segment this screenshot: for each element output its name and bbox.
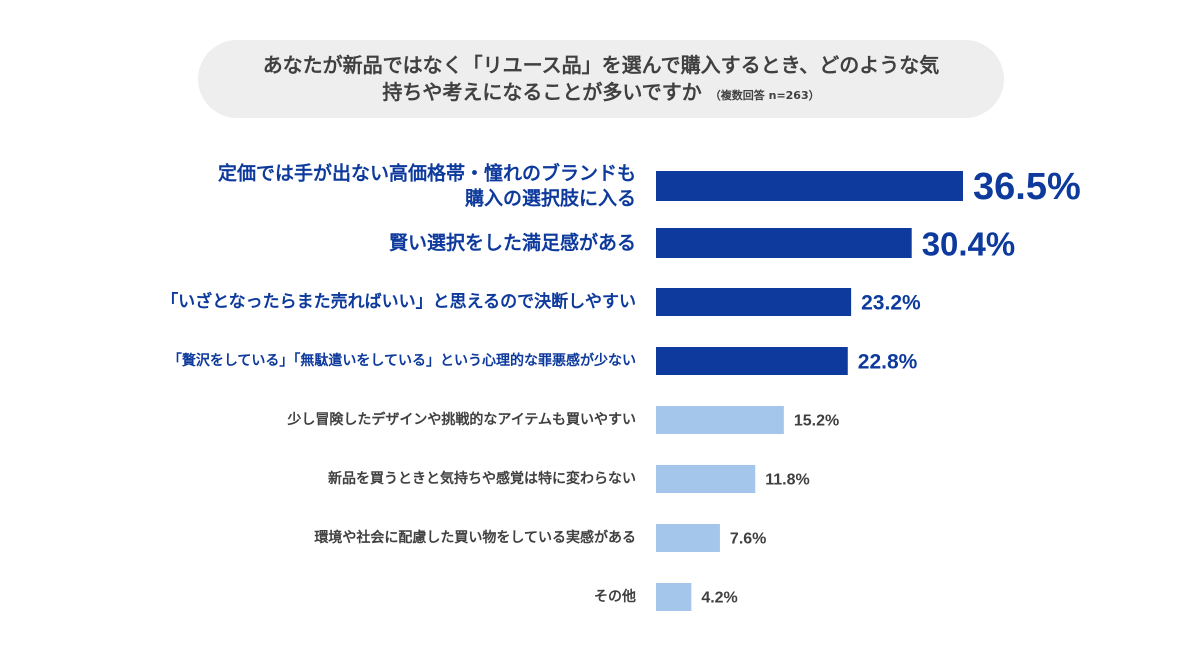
value-label-4: 22.8%: [858, 351, 918, 374]
chart-title-line-1: あなたが新品ではなく「リユース品」を選んで購入するとき、どのような気: [262, 53, 940, 77]
chart-title-line-2: 持ちや考えになることが多いですか （複数回答 n=263）: [198, 79, 1004, 109]
bar-4: [656, 347, 848, 375]
bar-7: [656, 524, 720, 552]
category-label-3: 「いざとなったらまた売ればいい」と思えるので決断しやすい: [161, 291, 636, 312]
value-label-2: 30.4%: [922, 226, 1016, 263]
category-label-7: 環境や社会に配慮した買い物をしている実感がある: [314, 529, 636, 546]
value-label-3: 23.2%: [861, 292, 921, 315]
bar-2: [656, 228, 912, 258]
value-label-1: 36.5%: [973, 166, 1081, 208]
value-label-7: 7.6%: [730, 531, 766, 548]
value-label-6: 11.8%: [765, 472, 809, 489]
category-label-1-line-1: 定価では手が出ない高価格帯・憧れのブランドも: [218, 162, 636, 185]
bar-3: [656, 288, 852, 316]
chart-title-box: あなたが新品ではなく「リユース品」を選んで購入するとき、どのような気 持ちや考え…: [198, 40, 1004, 118]
bar-6: [656, 465, 756, 493]
category-label-5: 少し冒険したデザインや挑戦的なアイテムも買いやすい: [286, 411, 636, 428]
sample-note: （複数回答 n=263）: [709, 89, 820, 102]
category-label-8: その他: [594, 588, 636, 605]
category-label-4: 「贅沢をしている」「無駄遣いをしている」という心理的な罪悪感が少ない: [168, 352, 636, 369]
category-label-6: 新品を買うときと気持ちや感覚は特に変わらない: [328, 470, 636, 487]
chart-title-text-2: 持ちや考えになることが多いですか: [382, 80, 702, 104]
value-label-5: 15.2%: [794, 413, 839, 430]
category-label-1-line-2: 購入の選択肢に入る: [465, 186, 636, 209]
value-label-8: 4.2%: [701, 590, 737, 607]
bar-5: [656, 406, 784, 434]
category-label-2: 賢い選択をした満足感がある: [389, 231, 636, 254]
bar-8: [656, 583, 692, 611]
bar-1: [656, 171, 963, 201]
